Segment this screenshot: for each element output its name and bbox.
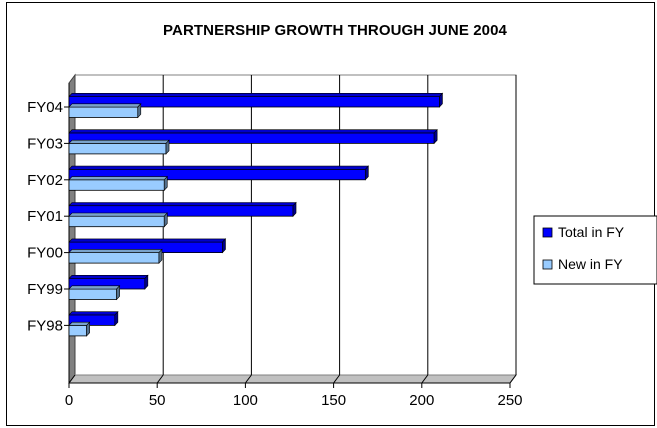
floor-gridline [68, 374, 76, 384]
bar-end-new-in-fy [86, 321, 90, 337]
bar-new-in-fy [68, 106, 139, 118]
bar-top-total-in-fy [68, 93, 444, 97]
x-tick-label: 100 [233, 392, 258, 409]
floor-gridline [156, 374, 164, 384]
bar-top-total-in-fy [68, 165, 370, 170]
bar-end-total-in-fy [144, 274, 149, 290]
bar-end-new-in-fy [163, 175, 168, 192]
legend-label: Total in FY [558, 224, 625, 240]
chart-title: PARTNERSHIP GROWTH THROUGH JUNE 2004 [163, 22, 507, 39]
plot-floor [68, 374, 517, 384]
x-tick-label: 250 [497, 392, 522, 409]
bar-top-total-in-fy [68, 311, 119, 316]
category-label: FY99 [27, 281, 63, 298]
bar-top-new-in-fy [68, 139, 170, 144]
category-label: FY00 [27, 245, 63, 262]
bar-new-in-fy [68, 179, 165, 191]
legend-label: New in FY [558, 256, 623, 272]
bar-top-total-in-fy [68, 129, 438, 134]
category-label: FY04 [27, 99, 63, 116]
bar-end-total-in-fy [439, 92, 443, 108]
x-tick-label: 150 [321, 392, 346, 409]
bar-new-in-fy [68, 252, 160, 264]
x-tick-label: 0 [65, 392, 73, 409]
bar-end-total-in-fy [114, 310, 119, 327]
bar-new-in-fy [68, 288, 118, 300]
bar-top-total-in-fy [68, 202, 297, 206]
bar-end-new-in-fy [163, 212, 168, 228]
plot-side-wall [68, 73, 76, 385]
bar-top-new-in-fy [68, 212, 168, 217]
floor-gridline [421, 374, 429, 384]
category-label: FY01 [27, 208, 63, 225]
bar-new-in-fy [68, 324, 88, 337]
category-label: FY98 [27, 317, 63, 334]
bar-end-total-in-fy [222, 238, 226, 254]
legend-swatch [542, 227, 553, 238]
bar-end-new-in-fy [116, 285, 120, 301]
bar-top-total-in-fy [68, 238, 227, 243]
x-tick-label: 50 [149, 392, 166, 409]
bar-end-total-in-fy [365, 165, 369, 181]
bar-top-new-in-fy [68, 103, 142, 108]
bar-top-new-in-fy [68, 285, 121, 290]
legend-swatch [542, 259, 553, 270]
floor-gridline [244, 374, 252, 384]
bar-top-new-in-fy [68, 321, 91, 326]
bar-end-new-in-fy [137, 103, 142, 119]
bar-end-new-in-fy [165, 139, 170, 155]
bar-end-total-in-fy [433, 128, 438, 145]
bar-end-new-in-fy [158, 248, 163, 264]
floor-gridline [509, 374, 517, 384]
bar-end-total-in-fy [292, 201, 297, 217]
category-label: FY03 [27, 135, 63, 152]
legend-box [533, 215, 657, 285]
bar-new-in-fy [68, 215, 165, 228]
bar-new-in-fy [68, 142, 167, 155]
category-label: FY02 [27, 172, 63, 189]
floor-gridline [333, 374, 341, 384]
bar-top-total-in-fy [68, 274, 149, 279]
x-tick-label: 200 [409, 392, 434, 409]
bar-top-new-in-fy [68, 176, 168, 181]
bar-top-new-in-fy [68, 249, 163, 253]
